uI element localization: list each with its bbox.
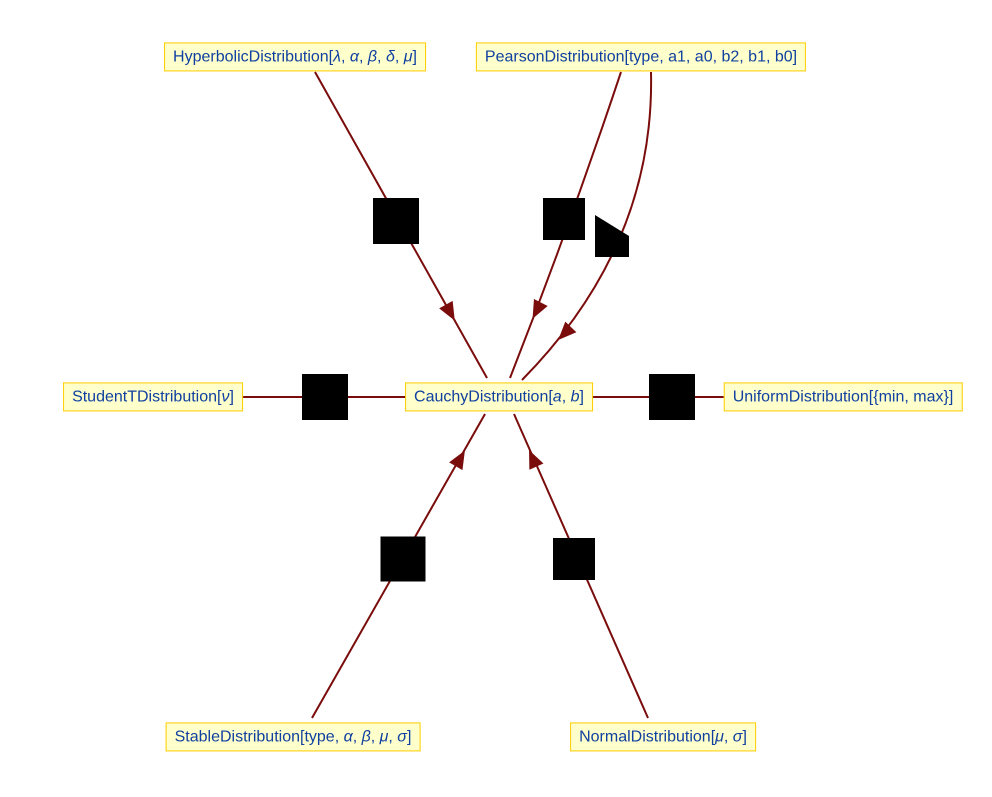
- node-pearson: PearsonDistribution[type, a1, a0, b2, b1…: [476, 42, 806, 71]
- node-fn-studentt: StudentTDistribution: [72, 388, 217, 405]
- separator: ,: [359, 48, 368, 65]
- bracket-close: ]: [793, 48, 797, 65]
- node-param-pearson-5: b0: [775, 48, 793, 65]
- node-param-hyperbolic-0: λ: [333, 48, 341, 65]
- node-uniform: UniformDistribution[{min, max}]: [724, 382, 963, 411]
- node-param-normal-1: σ: [733, 728, 743, 745]
- separator: ,: [353, 728, 362, 745]
- separator: ,: [371, 728, 380, 745]
- separator: ,: [562, 388, 571, 405]
- bracket-close: ]: [579, 388, 583, 405]
- marker-m_left: [302, 374, 348, 420]
- node-param-cauchy-0: a: [553, 388, 562, 405]
- marker-m_right: [649, 374, 695, 420]
- separator: ,: [739, 48, 748, 65]
- node-param-stable-4: σ: [397, 728, 407, 745]
- node-param-stable-3: μ: [380, 728, 389, 745]
- arrowhead-pear_to_cauchy_1: [526, 299, 548, 322]
- bracket-close: ]: [742, 728, 746, 745]
- node-param-normal-0: μ: [715, 728, 724, 745]
- node-cauchy: CauchyDistribution[a, b]: [405, 382, 593, 411]
- node-param-hyperbolic-2: β: [368, 48, 377, 65]
- separator: ,: [659, 48, 668, 65]
- bracket-close: ]: [407, 728, 411, 745]
- node-param-pearson-1: a1: [668, 48, 686, 65]
- node-fn-normal: NormalDistribution: [579, 728, 711, 745]
- separator: ,: [395, 48, 404, 65]
- marker-m_stab: [381, 537, 426, 582]
- node-param-pearson-3: b2: [721, 48, 739, 65]
- node-param-uniform-0: {min, max}: [873, 388, 949, 405]
- node-fn-cauchy: CauchyDistribution: [414, 388, 548, 405]
- marker-m_norm: [553, 538, 595, 580]
- separator: ,: [388, 728, 397, 745]
- diagram-stage: HyperbolicDistribution[λ, α, β, δ, μ] Pea…: [0, 0, 992, 797]
- node-param-pearson-4: b1: [748, 48, 766, 65]
- node-stable: StableDistribution[type, α, β, μ, σ]: [166, 722, 421, 751]
- node-fn-stable: StableDistribution: [175, 728, 300, 745]
- edge-pear_to_cauchy_2: [522, 72, 651, 380]
- arrowhead-normal_to_cauchy: [522, 447, 543, 470]
- node-fn-hyperbolic: HyperbolicDistribution: [173, 48, 329, 65]
- arrowhead-pear_to_cauchy_2: [553, 322, 577, 346]
- separator: ,: [335, 728, 344, 745]
- node-hyperbolic: HyperbolicDistribution[λ, α, β, δ, μ]: [164, 42, 426, 71]
- bracket-close: ]: [229, 388, 233, 405]
- node-param-pearson-2: a0: [695, 48, 713, 65]
- separator: ,: [724, 728, 733, 745]
- node-fn-uniform: UniformDistribution: [733, 388, 869, 405]
- node-studentt: StudentTDistribution[ν]: [63, 382, 243, 411]
- node-param-stable-2: β: [362, 728, 371, 745]
- node-fn-pearson: PearsonDistribution: [485, 48, 625, 65]
- separator: ,: [713, 48, 722, 65]
- bracket-close: ]: [949, 388, 953, 405]
- arrowhead-stable_to_cauchy: [449, 447, 471, 470]
- separator: ,: [341, 48, 350, 65]
- marker-m_hyp: [373, 198, 419, 244]
- separator: ,: [766, 48, 775, 65]
- bracket-close: ]: [412, 48, 416, 65]
- node-param-stable-1: α: [344, 728, 353, 745]
- node-normal: NormalDistribution[μ, σ]: [570, 722, 756, 751]
- marker-m_pear1: [543, 198, 585, 240]
- node-param-hyperbolic-3: δ: [386, 48, 395, 65]
- separator: ,: [377, 48, 386, 65]
- node-param-pearson-0: type: [629, 48, 659, 65]
- separator: ,: [686, 48, 695, 65]
- node-param-stable-0: type: [304, 728, 334, 745]
- arrowhead-hyp_to_cauchy: [439, 301, 461, 324]
- marker-m_pear2: [595, 215, 629, 257]
- node-param-hyperbolic-1: α: [350, 48, 359, 65]
